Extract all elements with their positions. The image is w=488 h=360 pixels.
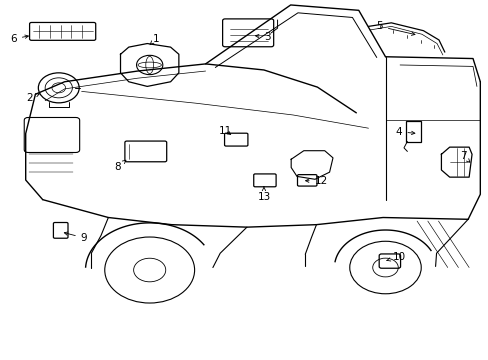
Text: 12: 12: [305, 176, 327, 186]
Text: 13: 13: [257, 186, 270, 202]
Text: 9: 9: [64, 232, 87, 243]
Text: 1: 1: [150, 34, 159, 45]
Text: 4: 4: [395, 127, 414, 137]
Text: 3: 3: [255, 32, 271, 42]
Text: 10: 10: [386, 252, 405, 262]
Text: 2: 2: [26, 93, 39, 103]
Text: 5: 5: [376, 21, 414, 35]
Text: 7: 7: [459, 151, 469, 162]
Text: 11: 11: [218, 126, 231, 136]
Text: 6: 6: [10, 34, 28, 44]
Text: 8: 8: [114, 160, 126, 172]
